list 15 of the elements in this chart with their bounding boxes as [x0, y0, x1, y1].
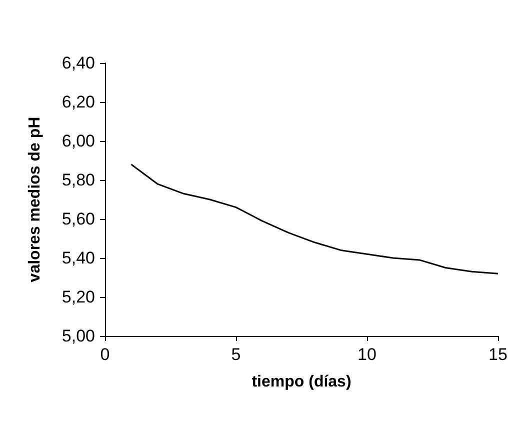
y-tick-label: 5,60 — [62, 210, 95, 228]
y-tick-label: 5,80 — [62, 170, 95, 190]
x-tick-label: 0 — [100, 345, 110, 364]
y-tick-label: 5,20 — [62, 288, 95, 306]
y-tick-label: 6,20 — [62, 92, 95, 112]
y-tick-label: 6,40 — [62, 54, 95, 72]
y-axis-title: valores medios de pH — [26, 116, 44, 282]
x-tick-label: 5 — [231, 345, 241, 364]
x-tick-label: 15 — [488, 345, 508, 364]
y-tick-label: 5,00 — [62, 326, 95, 346]
x-axis-title: tiempo (días) — [252, 374, 352, 390]
y-tick-label: 5,40 — [62, 248, 95, 268]
x-tick-label: 10 — [358, 345, 376, 364]
y-tick-label: 6,00 — [62, 132, 95, 150]
line-series — [130, 164, 499, 274]
